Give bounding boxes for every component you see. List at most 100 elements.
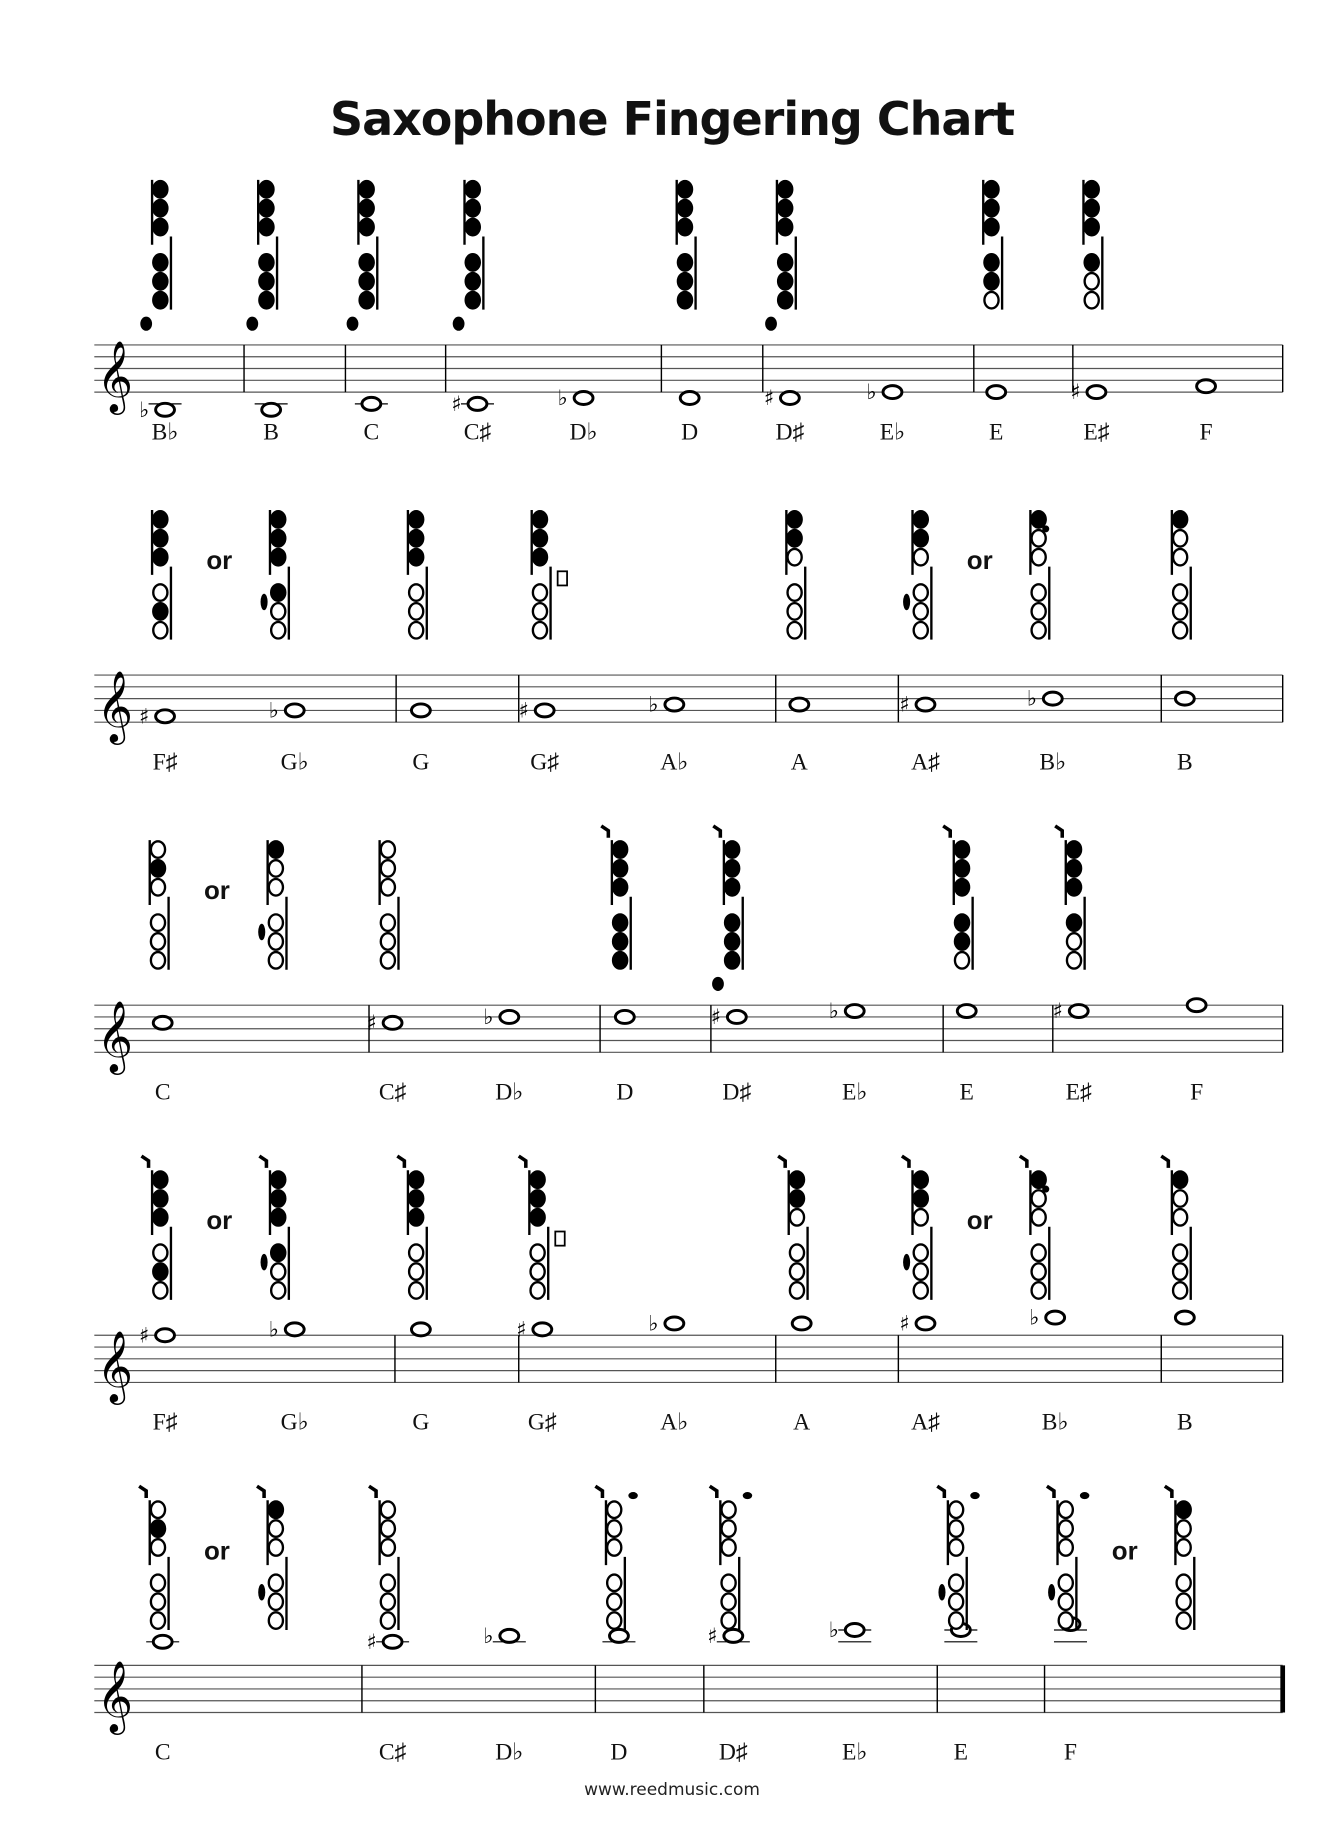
fingering-diagram (396, 1154, 428, 1300)
gsharp-key-icon (554, 1230, 566, 1247)
closed-key-icon (776, 271, 794, 291)
open-key-icon (407, 1243, 425, 1263)
closed-key-icon (152, 1262, 169, 1282)
note-entry: ♭ B♭ (1027, 687, 1066, 776)
note-entry: D (594, 1484, 638, 1766)
open-key-icon (267, 950, 285, 970)
open-key-icon (1030, 1262, 1047, 1282)
note-entry: ♯ A♯ or (900, 509, 1051, 775)
fingering-diagram (150, 509, 173, 640)
note-entry: ♯D♯ (764, 179, 805, 445)
treble-clef-icon: 𝄞 (97, 1661, 133, 1735)
closed-key-icon (788, 1189, 806, 1208)
open-key-icon (407, 620, 425, 640)
closed-key-icon (723, 913, 741, 933)
fingering-diagram (1082, 179, 1104, 310)
open-key-icon (1057, 1573, 1075, 1593)
open-key-icon (947, 1500, 965, 1520)
fingering-diagram (138, 1484, 170, 1630)
fingering-diagram (140, 1154, 173, 1300)
closed-key-icon (464, 179, 482, 199)
closed-key-icon (407, 547, 425, 567)
low-key-icon (346, 316, 359, 331)
note-entry: F (1195, 378, 1217, 445)
low-key-icon (140, 316, 153, 331)
closed-key-icon (267, 1500, 285, 1520)
note-label: G (412, 1410, 429, 1436)
open-key-icon (912, 620, 930, 640)
open-key-icon (1175, 1538, 1192, 1557)
note-entry: ♯ A♯ or (900, 1154, 1051, 1436)
open-key-icon (267, 1519, 285, 1539)
octave-key-icon (942, 824, 952, 838)
open-key-icon (379, 1592, 397, 1612)
fingering-diagram (942, 824, 974, 970)
note-entry: E (936, 1484, 980, 1766)
whole-note (381, 1014, 404, 1031)
note-label: G♭ (281, 749, 309, 775)
closed-key-icon (676, 271, 694, 291)
whole-note (843, 1622, 866, 1638)
closed-key-icon (1030, 1170, 1047, 1190)
whole-note (498, 1627, 521, 1644)
closed-key-icon (529, 1170, 546, 1190)
octave-key-icon (1160, 1154, 1171, 1168)
open-key-icon (1030, 528, 1047, 548)
note-label: D♯ (775, 419, 804, 445)
octave-key-icon (1054, 824, 1064, 838)
closed-key-icon (152, 547, 169, 567)
whole-note (1185, 997, 1208, 1014)
open-key-icon (947, 1519, 965, 1539)
note-label: D (616, 1079, 633, 1105)
whole-note (151, 1633, 174, 1650)
note-label: E (989, 419, 1003, 445)
note-entry: ♭D♭ (558, 386, 598, 445)
note-entry: ♯ G♯ (519, 509, 568, 775)
closed-key-icon (529, 1207, 546, 1227)
staff-row: 𝄞 ♯F♯or♭G♭ G♯G♯♭A♭ A♯A♯or♭B♭ B (94, 509, 1284, 776)
sharp-icon: ♯ (452, 392, 462, 417)
open-key-icon (786, 601, 803, 621)
closed-key-icon (676, 290, 694, 310)
whole-note (409, 1321, 432, 1338)
closed-key-icon (464, 290, 482, 310)
open-key-icon (149, 877, 167, 897)
open-key-icon (269, 601, 287, 621)
sharp-icon: ♯ (900, 693, 910, 718)
flat-icon: ♭ (829, 1618, 839, 1643)
sharp-icon: ♯ (707, 1624, 717, 1649)
open-key-icon (947, 1611, 965, 1630)
whole-note (608, 1627, 630, 1644)
closed-key-icon (258, 217, 275, 237)
footer-url[interactable]: www.reedmusic.com (584, 1780, 760, 1800)
open-key-icon (605, 1592, 623, 1612)
closed-key-icon (723, 932, 741, 951)
closed-key-icon (912, 1189, 930, 1208)
side-key-icon (1048, 1584, 1056, 1601)
open-key-icon (1171, 601, 1189, 621)
open-key-icon (1030, 547, 1047, 567)
closed-key-icon (676, 252, 694, 272)
closed-key-icon (258, 290, 275, 310)
closed-key-icon (723, 858, 741, 878)
closed-key-icon (786, 509, 803, 529)
note-label: F (1190, 1079, 1203, 1105)
open-key-icon (1171, 1207, 1189, 1227)
closed-key-icon (1065, 840, 1083, 859)
closed-key-icon (1083, 217, 1100, 237)
flat-icon: ♭ (558, 386, 568, 411)
closed-key-icon (912, 528, 930, 548)
closed-key-icon (152, 1207, 169, 1227)
note-label: E♯ (1083, 419, 1109, 445)
sharp-icon: ♯ (519, 698, 529, 723)
note-entry: ♯D♯ (711, 824, 751, 1105)
octave-key-icon (140, 1154, 151, 1168)
closed-key-icon (464, 217, 482, 237)
fingering-diagram (982, 179, 1004, 310)
staff-row: 𝄞 ♭B♭ B C♯C♯♭D♭ D♯D♯♭E♭ E♯E♯ F (94, 179, 1284, 445)
whole-note (881, 384, 904, 401)
sharp-icon: ♯ (764, 386, 774, 411)
closed-key-icon (776, 252, 794, 272)
note-entry: ♭ E♭ (829, 999, 868, 1105)
closed-key-icon (358, 217, 375, 237)
